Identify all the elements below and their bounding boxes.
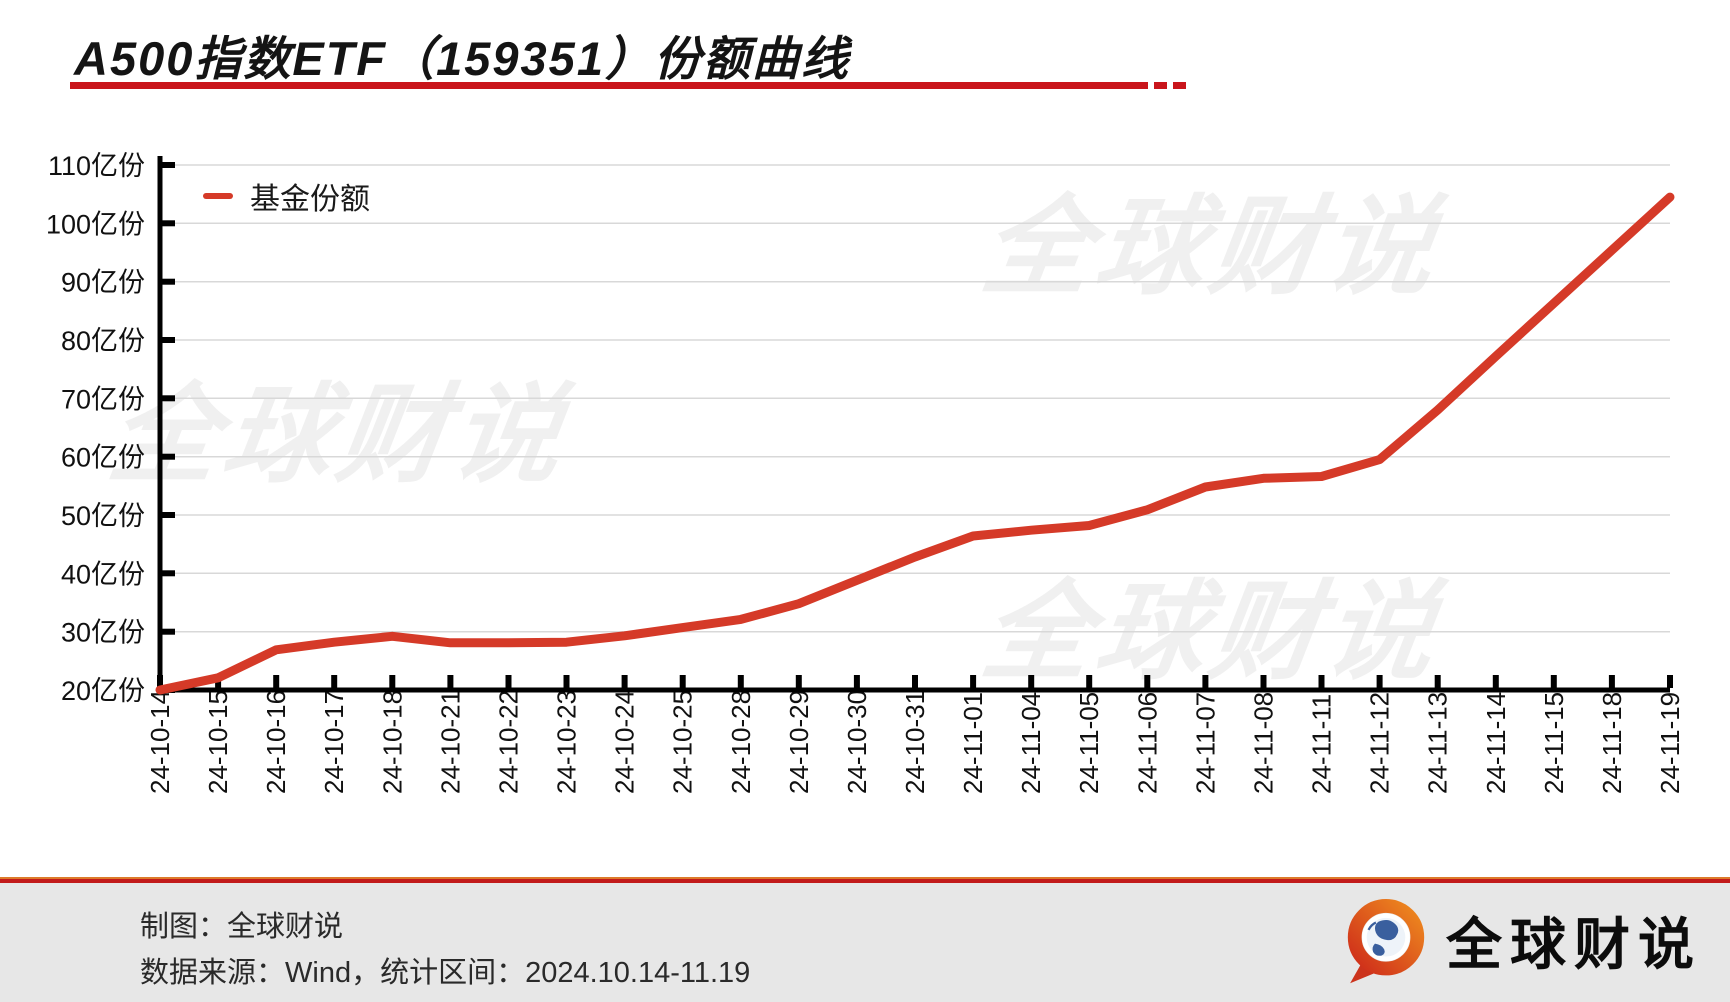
x-axis-tick-label: 24-10-24: [610, 690, 640, 794]
y-axis-tick-label: 70亿份: [61, 384, 145, 414]
x-axis-tick-label: 24-11-19: [1655, 692, 1685, 794]
x-axis-tick-label: 24-10-16: [261, 690, 291, 794]
footer: 制图：全球财说 数据来源：Wind，统计区间：2024.10.14-11.19 …: [0, 876, 1730, 1002]
y-axis-tick-label: 40亿份: [61, 559, 145, 589]
logo-ring: [1347, 899, 1425, 976]
x-axis-tick-label: 24-10-21: [435, 690, 465, 794]
x-axis-tick-label: 24-11-18: [1597, 692, 1627, 794]
globe-meridian: [1367, 921, 1377, 931]
x-axis-tick-label: 24-10-23: [552, 690, 582, 794]
x-axis-tick-label: 24-11-13: [1423, 692, 1453, 794]
title-underline-dash: [1154, 82, 1167, 89]
y-axis-tick-label: 50亿份: [61, 501, 145, 531]
chart-title: A500指数ETF（159351）份额曲线: [74, 32, 850, 85]
x-axis-tick-label: 24-10-28: [726, 690, 756, 794]
x-axis-tick-label: 24-10-31: [900, 690, 930, 794]
x-axis-tick-label: 24-11-11: [1307, 694, 1337, 794]
x-axis-tick-label: 24-11-14: [1481, 692, 1511, 794]
x-axis-tick-label: 24-11-08: [1249, 692, 1279, 794]
footer-credit: 制图：全球财说: [140, 911, 344, 943]
x-axis-tick-label: 24-10-15: [203, 690, 233, 794]
brand-logo-icon: [1347, 899, 1425, 984]
y-axis-tick-label: 100亿份: [46, 209, 145, 239]
x-axis-tick-label: 24-10-30: [842, 690, 872, 794]
legend-label: 基金份额: [250, 183, 370, 216]
x-axis-tick-label: 24-11-06: [1132, 692, 1162, 794]
x-axis-tick-label: 24-10-17: [319, 690, 349, 794]
x-axis-tick-label: 24-11-07: [1190, 692, 1220, 794]
x-axis-tick-label: 24-10-25: [668, 690, 698, 794]
x-axis-tick-label: 24-11-15: [1539, 692, 1569, 794]
title-underline-bar: [70, 82, 1148, 89]
x-axis-tick-label: 24-10-14: [145, 690, 175, 794]
y-axis-tick-label: 60亿份: [61, 443, 145, 473]
y-axis-tick-label: 20亿份: [61, 676, 145, 706]
x-axis-tick-label: 24-10-22: [494, 690, 524, 794]
legend: 基金份额: [203, 174, 370, 218]
y-axis-tick-label: 80亿份: [61, 326, 145, 356]
fund-share-line: [155, 192, 1675, 695]
x-axis-tick-label: 24-10-29: [784, 690, 814, 794]
y-axis-tick-label: 90亿份: [61, 268, 145, 298]
globe-continent: [1372, 943, 1385, 956]
brand-name: 全球财说: [1446, 912, 1702, 976]
y-axis-tick-label: 30亿份: [61, 618, 145, 648]
x-axis-tick-label: 24-11-12: [1365, 692, 1395, 794]
footer-source: 数据来源：Wind，统计区间：2024.10.14-11.19: [140, 957, 751, 989]
title-underline-dash: [1173, 82, 1186, 89]
x-axis-tick-label: 24-11-05: [1074, 692, 1104, 794]
globe-continent: [1374, 919, 1399, 941]
title-underline: [70, 82, 1186, 89]
logo-tail: [1350, 962, 1377, 984]
x-axis-tick-label: 24-11-04: [1016, 692, 1046, 794]
brand: 全球财说: [1340, 894, 1702, 986]
footer-separator: [0, 876, 1730, 883]
y-axis-tick-label: 110亿份: [48, 151, 145, 181]
x-axis-tick-label: 24-10-18: [377, 690, 407, 794]
legend-line-swatch: [203, 193, 233, 199]
x-axis-tick-label: 24-11-01: [958, 692, 988, 794]
